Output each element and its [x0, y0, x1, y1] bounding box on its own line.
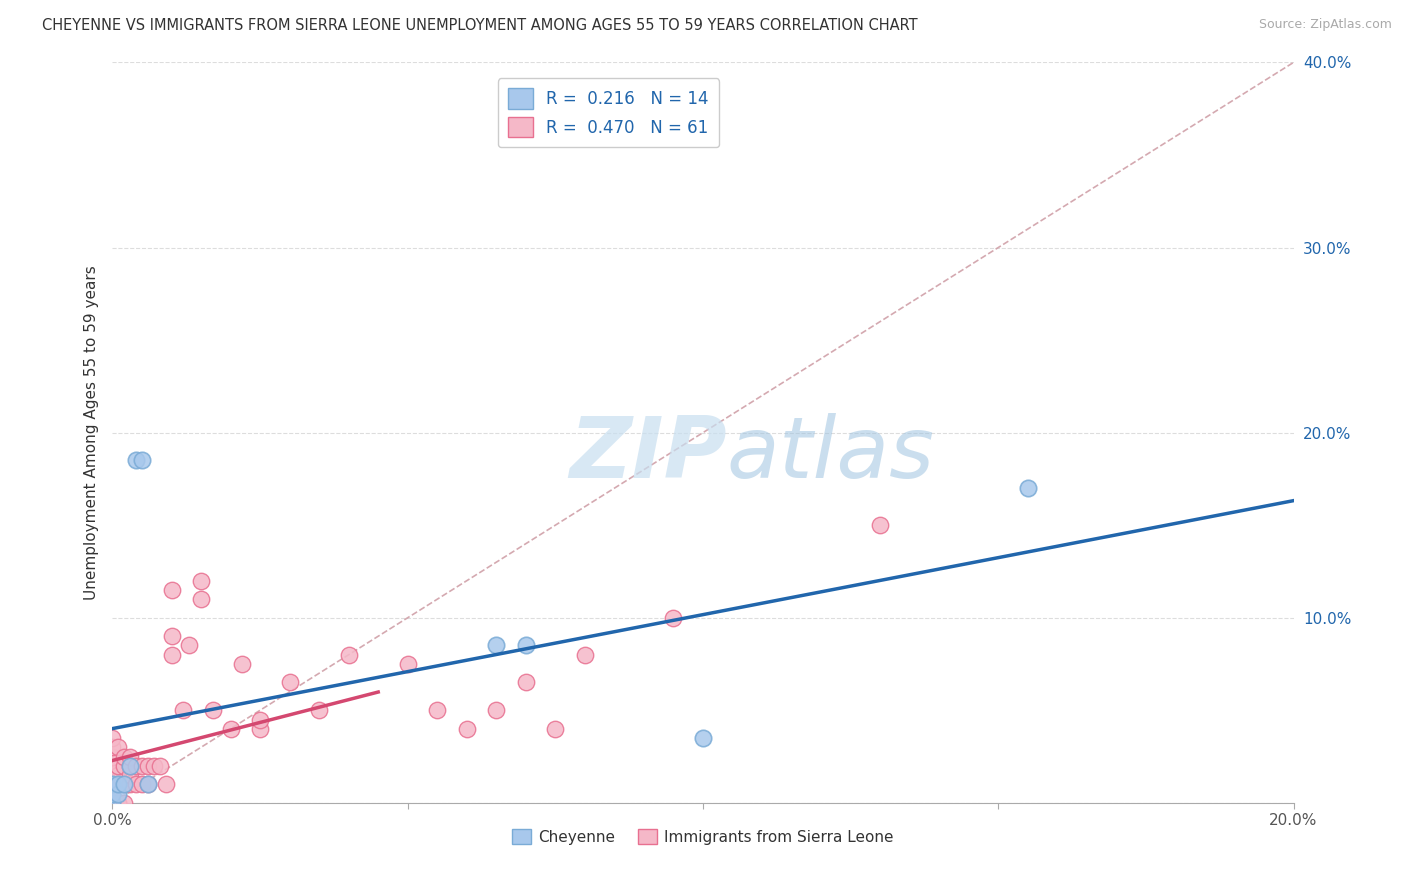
Point	[172, 703, 194, 717]
Point	[101, 777, 124, 791]
Point	[120, 777, 142, 791]
Point	[107, 787, 129, 801]
Point	[101, 796, 124, 810]
Point	[107, 777, 129, 791]
Point	[107, 777, 129, 791]
Point	[101, 758, 124, 772]
Point	[426, 703, 449, 717]
Point	[112, 796, 135, 810]
Point	[101, 749, 124, 764]
Point	[112, 777, 135, 791]
Text: ZIP: ZIP	[569, 413, 727, 496]
Point	[155, 777, 177, 791]
Point	[231, 657, 253, 671]
Point	[1017, 481, 1039, 495]
Point	[125, 777, 148, 791]
Point	[692, 731, 714, 745]
Point	[101, 796, 124, 810]
Point	[201, 703, 224, 717]
Point	[131, 777, 153, 791]
Point	[101, 777, 124, 791]
Point	[249, 722, 271, 736]
Point	[107, 796, 129, 810]
Point	[125, 758, 148, 772]
Point	[101, 787, 124, 801]
Point	[179, 639, 201, 653]
Point	[515, 675, 537, 690]
Point	[112, 758, 135, 772]
Point	[120, 758, 142, 772]
Point	[101, 731, 124, 745]
Point	[136, 777, 159, 791]
Point	[107, 758, 129, 772]
Point	[160, 629, 183, 643]
Point	[219, 722, 242, 736]
Point	[149, 758, 172, 772]
Point	[101, 796, 124, 810]
Point	[101, 749, 124, 764]
Text: atlas: atlas	[727, 413, 935, 496]
Point	[160, 648, 183, 662]
Y-axis label: Unemployment Among Ages 55 to 59 years: Unemployment Among Ages 55 to 59 years	[83, 265, 98, 600]
Legend: Cheyenne, Immigrants from Sierra Leone: Cheyenne, Immigrants from Sierra Leone	[506, 822, 900, 851]
Point	[131, 453, 153, 467]
Text: Source: ZipAtlas.com: Source: ZipAtlas.com	[1258, 18, 1392, 31]
Point	[120, 749, 142, 764]
Point	[101, 787, 124, 801]
Point	[396, 657, 419, 671]
Point	[662, 610, 685, 624]
Point	[101, 796, 124, 810]
Point	[101, 787, 124, 801]
Point	[544, 722, 567, 736]
Point	[107, 740, 129, 755]
Point	[142, 758, 165, 772]
Point	[574, 648, 596, 662]
Point	[515, 639, 537, 653]
Point	[456, 722, 478, 736]
Point	[160, 582, 183, 597]
Point	[125, 453, 148, 467]
Point	[869, 518, 891, 533]
Point	[136, 777, 159, 791]
Point	[485, 703, 508, 717]
Point	[112, 777, 135, 791]
Point	[120, 758, 142, 772]
Point	[190, 574, 212, 588]
Text: CHEYENNE VS IMMIGRANTS FROM SIERRA LEONE UNEMPLOYMENT AMONG AGES 55 TO 59 YEARS : CHEYENNE VS IMMIGRANTS FROM SIERRA LEONE…	[42, 18, 918, 33]
Point	[107, 768, 129, 782]
Point	[337, 648, 360, 662]
Point	[190, 592, 212, 607]
Point	[112, 749, 135, 764]
Point	[278, 675, 301, 690]
Point	[107, 796, 129, 810]
Point	[120, 768, 142, 782]
Point	[101, 740, 124, 755]
Point	[485, 639, 508, 653]
Point	[101, 777, 124, 791]
Point	[136, 758, 159, 772]
Point	[101, 768, 124, 782]
Point	[131, 758, 153, 772]
Point	[308, 703, 330, 717]
Point	[101, 796, 124, 810]
Point	[249, 713, 271, 727]
